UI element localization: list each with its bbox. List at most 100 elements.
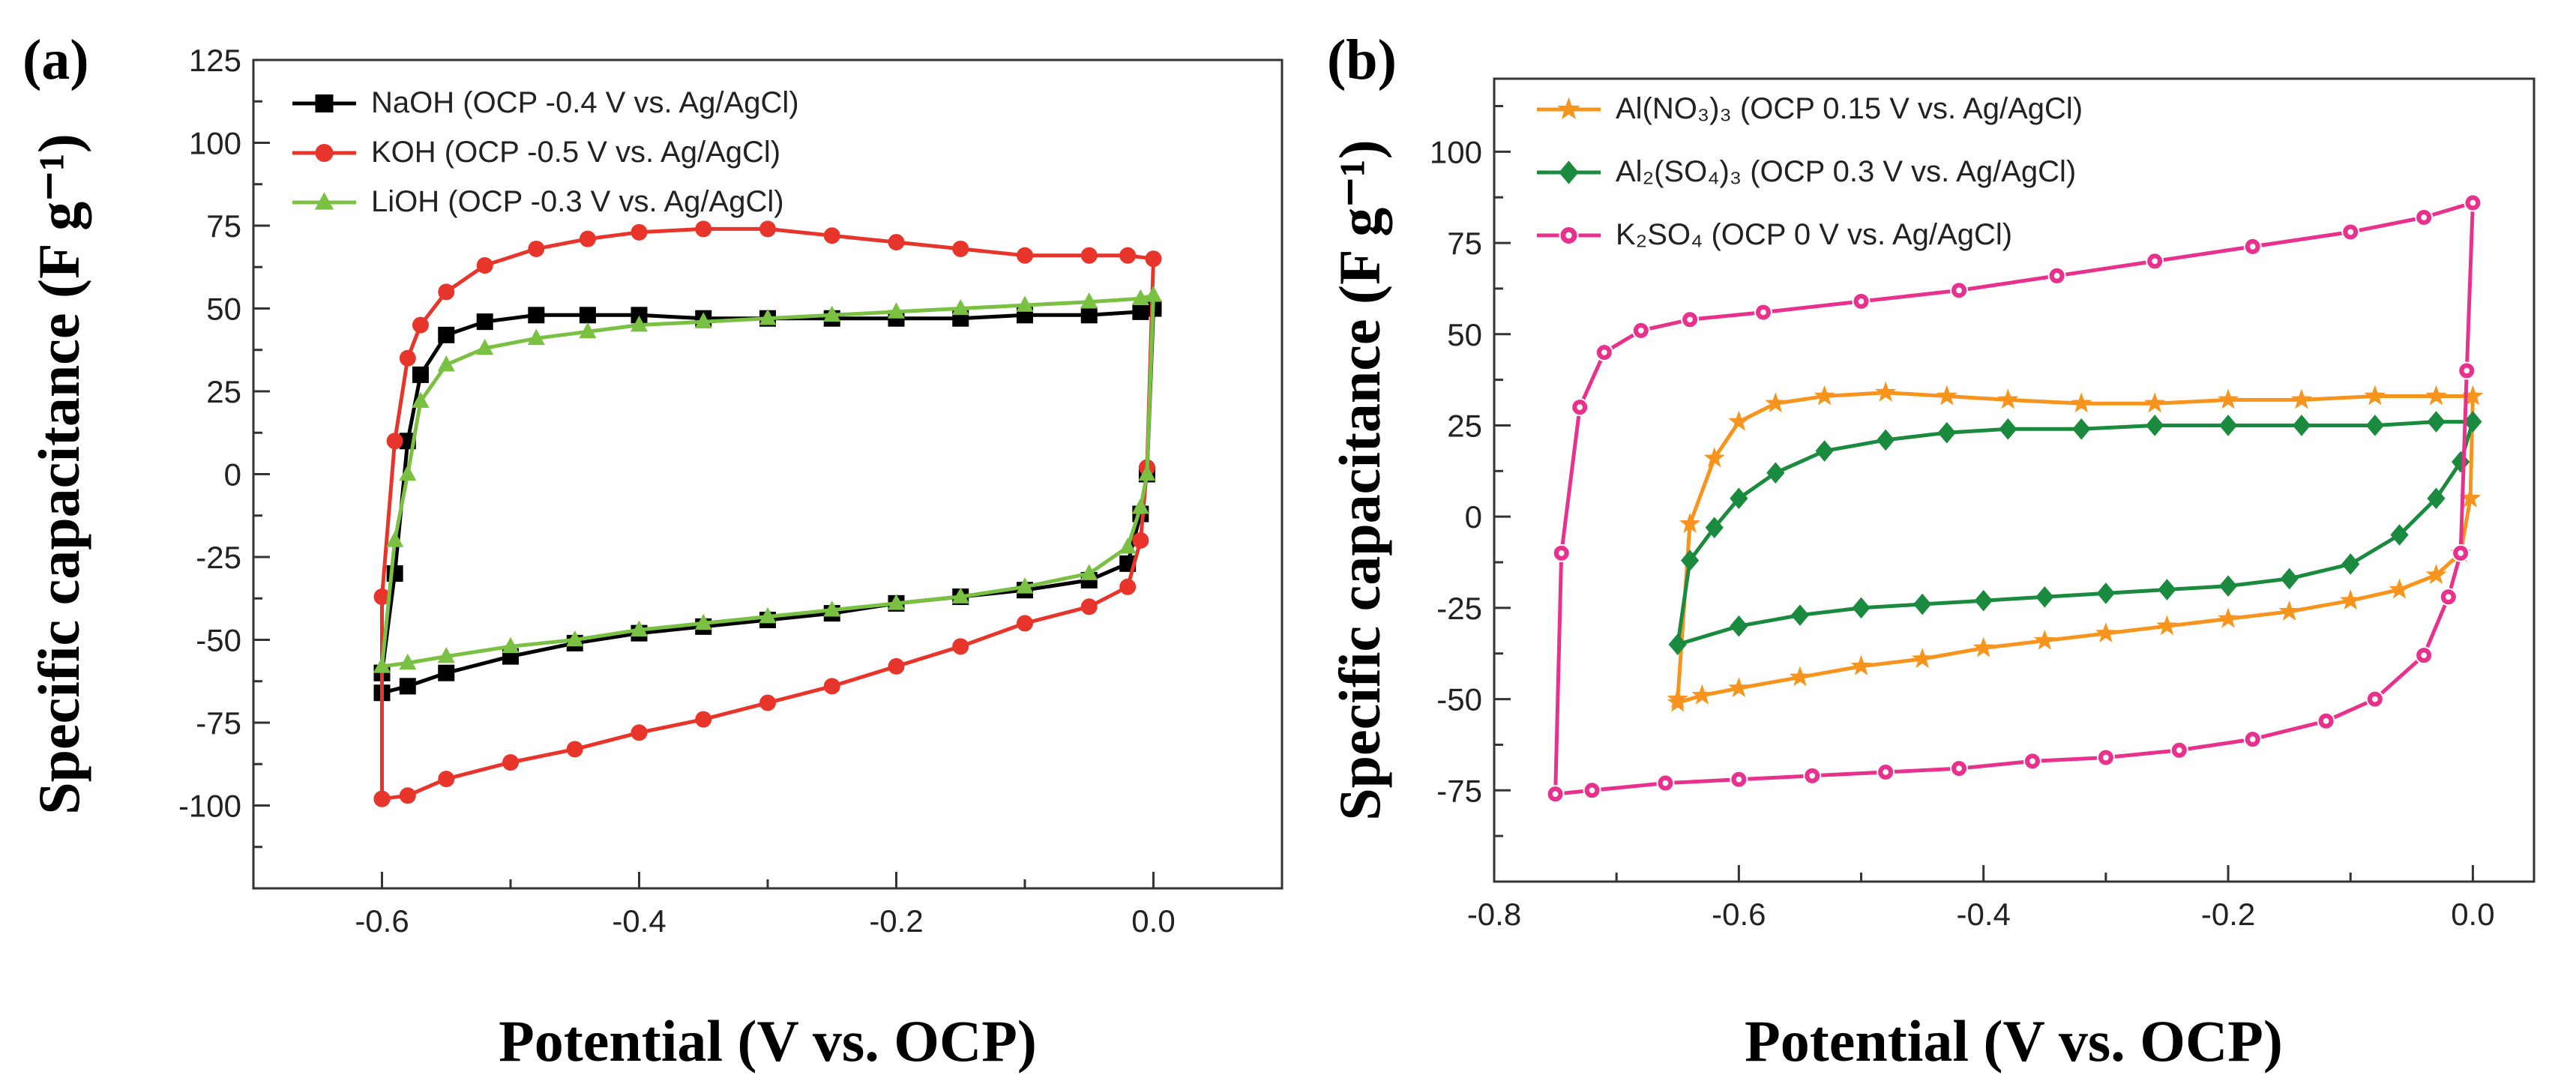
data-point [2364, 385, 2386, 406]
data-point [759, 606, 777, 624]
series-line [1676, 391, 2475, 705]
data-point [952, 240, 969, 257]
data-point [2341, 553, 2360, 575]
data-point [1730, 615, 1748, 637]
data-point [2340, 589, 2362, 610]
data-point [2390, 524, 2409, 546]
panel-label: (a) [22, 28, 89, 91]
data-point [373, 790, 391, 807]
x-tick-label: 0.0 [1131, 903, 1175, 939]
marker-center [2421, 652, 2427, 659]
marker-center [2249, 244, 2256, 250]
data-point [1680, 549, 1700, 571]
x-tick-label: -0.4 [612, 903, 666, 939]
legend: NaOH (OCP -0.4 V vs. Ag/AgCl) KOH (OCP -0… [292, 86, 799, 218]
data-point [2425, 564, 2447, 585]
data-point [438, 664, 455, 681]
data-point [1145, 250, 1162, 268]
data-point [2460, 487, 2482, 508]
data-point [1016, 295, 1034, 312]
marker-center [2421, 214, 2427, 220]
data-point [2095, 622, 2116, 642]
data-point [1080, 564, 1098, 580]
data-point [1814, 385, 1835, 406]
marker-center [2053, 273, 2060, 279]
marker-center [1760, 309, 1766, 316]
legend-entry: Al₂(SO₄)₃ (OCP 0.3 V vs. Ag/AgCl) [1616, 155, 2076, 188]
data-point [1119, 247, 1137, 264]
data-point [631, 223, 648, 241]
legend-marker [315, 94, 334, 112]
data-point [630, 620, 648, 637]
data-point [1144, 286, 1163, 302]
data-point [1972, 636, 1994, 657]
x-tick-label: -0.6 [1712, 897, 1766, 932]
legend-entry: Al(NO₃)₃ (OCP 0.15 V vs. Ag/AgCl) [1616, 92, 2083, 125]
data-point [399, 678, 416, 695]
data-point [1131, 498, 1149, 514]
data-point [695, 220, 712, 238]
marker-center [1956, 287, 1962, 294]
x-tick-label: -0.2 [869, 903, 923, 939]
data-point [399, 349, 416, 367]
y-tick-label: 125 [189, 43, 241, 78]
legend-entry: KOH (OCP -0.5 V vs. Ag/AgCl) [371, 136, 780, 169]
data-point [695, 711, 712, 728]
y-tick-label: 25 [1447, 408, 1482, 443]
y-axis-title: Specific capacitance (F g⁻¹) [26, 133, 91, 815]
data-point [1138, 464, 1156, 481]
marker-center [2176, 747, 2182, 753]
data-point [502, 754, 519, 771]
series-2 [1546, 193, 2482, 804]
data-point [437, 355, 455, 372]
y-tick-label: -25 [196, 540, 241, 575]
data-point [2071, 392, 2092, 413]
y-tick-label: -50 [196, 623, 241, 658]
data-point [566, 630, 584, 647]
data-point [1937, 421, 1956, 444]
marker-center [2103, 754, 2109, 761]
data-point [1119, 538, 1137, 554]
y-tick-label: 25 [206, 374, 241, 409]
data-point [1728, 410, 1750, 431]
data-point [694, 312, 712, 328]
x-tick-label: -0.6 [355, 903, 409, 939]
data-point [373, 588, 391, 606]
legend-entry: NaOH (OCP -0.4 V vs. Ag/AgCl) [371, 86, 799, 119]
marker-center [1577, 404, 1583, 410]
data-point [438, 326, 455, 343]
data-point [888, 657, 905, 675]
data-point [566, 741, 583, 758]
data-point [759, 220, 776, 238]
data-point [399, 653, 417, 670]
data-point [1119, 578, 1137, 595]
marker-center [1736, 776, 1742, 783]
data-point [2464, 411, 2482, 433]
panel-label: (b) [1327, 28, 1397, 91]
data-point [1912, 648, 1933, 669]
data-point [437, 646, 455, 663]
series-line [380, 293, 1155, 669]
data-point [1132, 532, 1149, 549]
data-point [1936, 385, 1957, 406]
data-point [2158, 579, 2176, 600]
data-point [1852, 597, 1871, 619]
data-point [2462, 385, 2484, 406]
y-tick-label: -75 [1436, 773, 1482, 808]
marker-center [2347, 229, 2354, 235]
data-point [1080, 247, 1098, 264]
data-point [1080, 598, 1098, 615]
data-point [1667, 691, 1688, 712]
y-tick-label: 75 [206, 208, 241, 244]
data-point [2218, 575, 2238, 597]
marker-center [2029, 758, 2035, 765]
data-point [951, 298, 969, 316]
marker-center [2445, 594, 2452, 600]
y-tick-label: 0 [1465, 499, 1482, 535]
legend-entry: K₂SO₄ (OCP 0 V vs. Ag/AgCl) [1616, 218, 2012, 251]
data-point [759, 309, 777, 325]
data-point [1999, 418, 2017, 440]
marker-center [2249, 736, 2256, 742]
series-1 [1668, 411, 2482, 655]
data-point [1017, 615, 1033, 632]
